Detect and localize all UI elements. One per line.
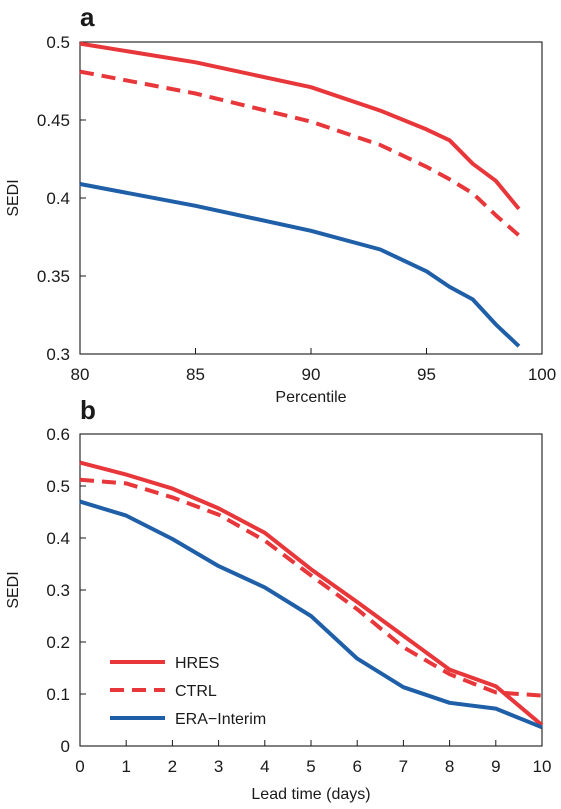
panel-b-letter: b: [80, 395, 96, 425]
panel-b-chart: b 0 1 2 3 4 5 6 7 8 9 10 0 0.1 0.2 0.3 0.4 0.5 0.6 Lead ti…: [5, 395, 551, 803]
panel-a-y-tick-label: 0.5: [46, 33, 70, 52]
panel-a-x-axis-label: Percentile: [275, 389, 346, 406]
panel-a-x-tick-label: 90: [302, 365, 321, 384]
panel-b-series-ctrl-line: [79, 477, 543, 698]
panel-a-letter: a: [80, 2, 95, 32]
panel-b-y-tick-label: 0: [61, 737, 70, 756]
panel-b-y-tick-label: 0.3: [46, 581, 70, 600]
panel-a-y-tick-label: 0.45: [37, 111, 70, 130]
panel-b-x-tick-label: 1: [121, 757, 130, 776]
panel-b-x-tick-label: 10: [533, 757, 552, 776]
panel-a-series-ctrl-line: [79, 69, 521, 237]
panel-a-series-era-interim-line: [79, 182, 521, 348]
panel-b-legend: HRES CTRL ERA−Interim: [110, 655, 266, 728]
panel-b-y-tick-label: 0.4: [46, 529, 70, 548]
panel-b-y-tick-label: 0.5: [46, 477, 70, 496]
panel-b-x-tick-label: 6: [352, 757, 361, 776]
panel-b-y-axis-label: SEDI: [5, 571, 22, 608]
panel-a-series-hres-line: [79, 41, 521, 211]
panel-b-x-tick-label: 8: [445, 757, 454, 776]
panel-b-x-tick-label: 5: [306, 757, 315, 776]
panel-b-x-tick-label: 3: [214, 757, 223, 776]
panel-b-y-tick-label: 0.6: [46, 425, 70, 444]
panel-b-x-tick-label: 0: [75, 757, 84, 776]
panel-a-y-tick-label: 0.4: [46, 189, 70, 208]
panel-a-x-tick-label: 80: [71, 365, 90, 384]
panel-a-chart: a 80 85 90 95 100 0.3 0.35 0.4 0.45 0.5 Percentile…: [5, 2, 556, 406]
panel-a-y-axis-label: SEDI: [5, 179, 22, 216]
panel-b-x-tick-label: 7: [399, 757, 408, 776]
panel-b-x-tick-label: 9: [491, 757, 500, 776]
panel-a-y-tick-label: 0.35: [37, 267, 70, 286]
panel-b-legend-label-hres: HRES: [175, 655, 219, 672]
panel-b-series-hres-line: [79, 460, 544, 727]
panel-b-legend-label-era-interim: ERA−Interim: [175, 711, 266, 728]
panel-a-y-tick-label: 0.3: [46, 345, 70, 364]
panel-b-x-axis-label: Lead time (days): [251, 786, 370, 803]
panel-a-x-tick-label: 85: [186, 365, 205, 384]
panel-b-x-tick-label: 4: [260, 757, 269, 776]
panel-b-y-tick-label: 0.2: [46, 633, 70, 652]
panel-a-x-tick-label: 100: [528, 365, 556, 384]
panel-b-y-tick-label: 0.1: [46, 685, 70, 704]
panel-b-x-tick-label: 2: [168, 757, 177, 776]
panel-b-series-era-interim-line: [79, 499, 543, 730]
panel-b-legend-label-ctrl: CTRL: [175, 683, 217, 700]
panel-a-x-tick-label: 95: [417, 365, 436, 384]
